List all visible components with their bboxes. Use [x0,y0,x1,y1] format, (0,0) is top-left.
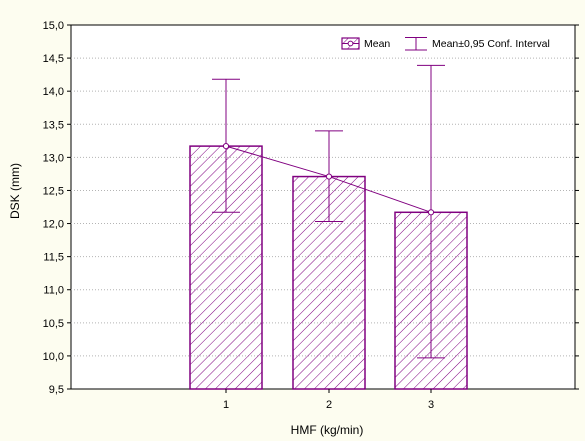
x-tick-label: 2 [326,399,332,411]
y-tick-label: 12,0 [43,219,64,231]
mean-marker [427,209,435,216]
error-bars [212,64,445,359]
y-tick-label: 12,5 [43,185,64,197]
x-tick-label: 3 [428,399,434,411]
legend-ci-label: Mean±0,95 Conf. Interval [432,38,550,50]
y-axis-title: DSK (mm) [8,163,22,219]
y-tick-label: 9,5 [49,384,64,396]
y-tick-label: 10,5 [43,318,64,330]
y-tick-label: 11,5 [43,252,64,264]
y-tick-label: 13,5 [43,119,64,131]
grid-lines [71,57,575,357]
y-tick-label: 13,0 [43,152,64,164]
y-tick-label: 14,0 [43,86,64,98]
x-axis-ticks: 1 2 3 [223,389,434,411]
legend: Mean Mean±0,95 Conf. Interval [341,37,550,51]
y-tick-label: 15,0 [43,20,64,32]
y-axis-ticks: 9,5 10,0 10,5 11,0 11,5 12,0 12,5 13,0 13,5 14,0 1… [43,20,579,396]
x-tick-label: 1 [223,399,229,411]
y-tick-label: 14,5 [43,53,64,65]
legend-mean-label: Mean [364,38,390,50]
mean-marker [325,173,333,180]
mean-marker [222,143,230,150]
y-tick-label: 11,0 [43,285,64,297]
x-axis-title: HMF (kg/min) [291,423,364,437]
y-tick-label: 10,0 [43,351,64,363]
legend-mean-marker [347,40,354,47]
